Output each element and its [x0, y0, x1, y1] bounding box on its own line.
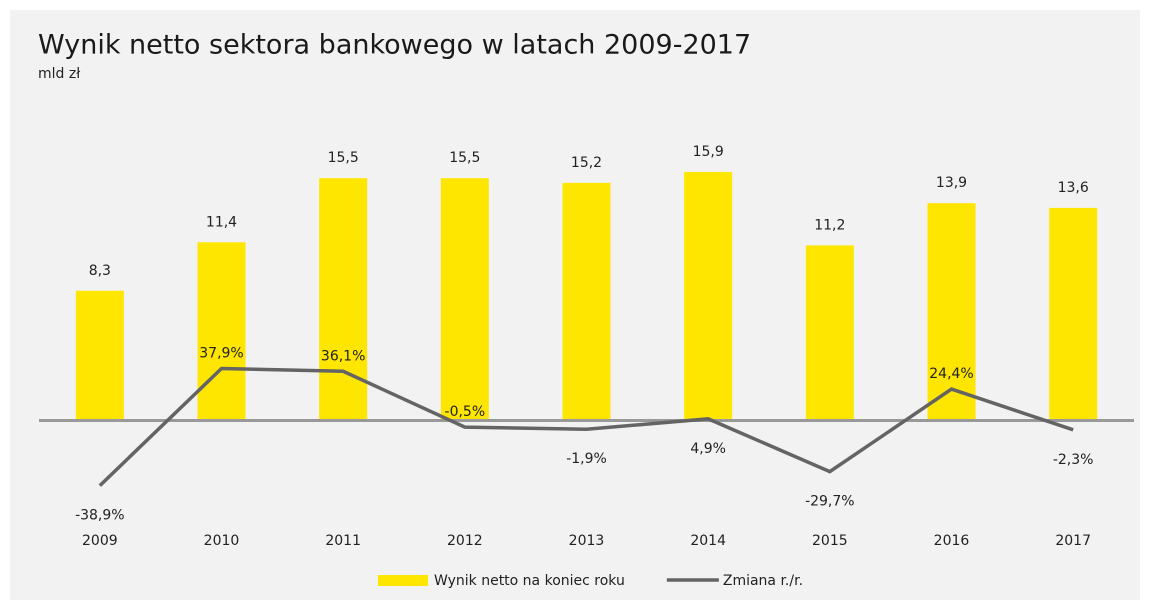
x-tick-label: 2016: [934, 533, 970, 549]
bar: [319, 178, 368, 421]
bar-value-label: 15,5: [449, 150, 480, 166]
x-tick-label: 2010: [204, 533, 240, 549]
line-value-label: -0,5%: [445, 404, 486, 420]
bar: [562, 182, 611, 421]
x-tick-label: 2017: [1055, 533, 1091, 549]
chart-subtitle: mld zł: [38, 66, 80, 82]
line-value-label: 4,9%: [690, 441, 726, 457]
chart-title: Wynik netto sektora bankowego w latach 2…: [38, 30, 751, 61]
bar: [197, 242, 246, 421]
line-value-label: 24,4%: [929, 366, 973, 382]
line-series: [98, 366, 1074, 487]
x-tick-label: 2012: [447, 533, 483, 549]
bar-value-label: 13,9: [936, 175, 967, 191]
x-tick-label: 2014: [690, 533, 726, 549]
x-tick-label: 2009: [82, 533, 118, 549]
bar-value-label: 15,5: [328, 150, 359, 166]
bar: [1049, 207, 1098, 421]
bar-value-label: 15,2: [571, 155, 602, 171]
legend-label: Zmiana r./r.: [723, 573, 803, 589]
bar: [927, 203, 976, 421]
bar-value-label: 11,2: [814, 217, 845, 233]
bar: [440, 178, 489, 421]
line-value-label: 36,1%: [321, 348, 365, 364]
bar-value-label: 11,4: [206, 214, 237, 230]
legend-swatch: [378, 575, 428, 586]
line-value-label: -38,9%: [75, 508, 125, 524]
x-tick-label: 2015: [812, 533, 848, 549]
line-value-label: -2,3%: [1053, 452, 1094, 468]
bar-value-label: 15,9: [693, 144, 724, 160]
bar-value-label: 13,6: [1058, 180, 1089, 196]
bar-value-label: 8,3: [89, 263, 111, 279]
line-value-label: -1,9%: [566, 451, 607, 467]
x-tick-label: 2013: [569, 533, 605, 549]
line-value-label: -29,7%: [805, 494, 855, 510]
bar: [805, 245, 854, 421]
x-tick-label: 2011: [325, 533, 361, 549]
legend-label: Wynik netto na koniec roku: [434, 573, 625, 589]
line-value-label: 37,9%: [199, 346, 243, 362]
bar: [684, 171, 733, 421]
bar: [75, 290, 124, 421]
